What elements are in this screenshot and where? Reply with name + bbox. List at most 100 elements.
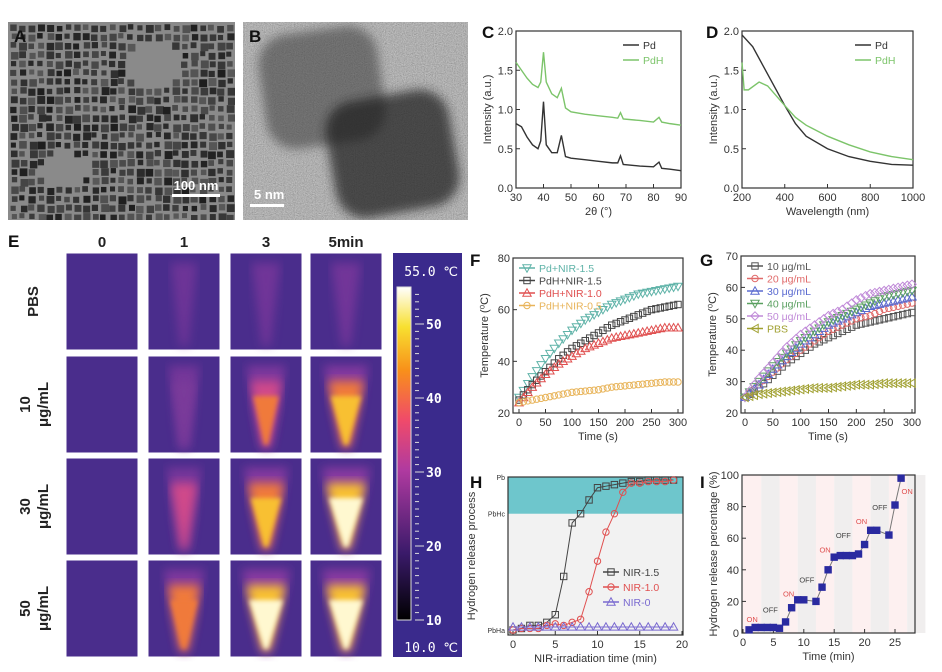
y-tick-label: 80 [498, 253, 510, 265]
thermal-image-cell [147, 252, 221, 351]
nanocube [47, 187, 55, 195]
data-point [507, 621, 519, 631]
nanocube [182, 25, 191, 34]
data-point [592, 621, 603, 631]
nanocube [164, 177, 173, 186]
data-point [616, 318, 625, 326]
nanocube [155, 213, 163, 220]
data-point [749, 323, 759, 334]
nanocube [127, 151, 135, 159]
nanocube [110, 151, 117, 159]
data-point [659, 285, 670, 295]
nanocube [145, 106, 153, 113]
data-point [854, 550, 863, 558]
nanocube [83, 124, 91, 132]
data-point [777, 353, 788, 363]
thermal-image-cell [147, 355, 221, 454]
data-point [897, 378, 907, 389]
nanocube [83, 205, 91, 213]
nanocube [227, 69, 235, 77]
data-point [790, 384, 800, 396]
nanocube [218, 123, 224, 130]
nanocube [119, 123, 128, 131]
nanocube [208, 70, 215, 78]
data-point [781, 385, 791, 397]
chart-panel-f: F 0 50 100 150 200 250 300 20 40 60 80 Time (s) Tempe… [470, 251, 687, 443]
nanocube [163, 106, 171, 115]
panel-label: F [470, 251, 480, 270]
nanocube [191, 87, 199, 95]
nanocube [47, 33, 55, 40]
nanocube [136, 168, 145, 177]
nanocube [65, 60, 72, 67]
nanocube [55, 96, 64, 105]
data-point [647, 305, 656, 314]
nanocube [92, 115, 100, 122]
nanocube [119, 214, 125, 220]
panel-label: D [706, 23, 718, 42]
data-point [609, 621, 620, 631]
x-tick-label: 5 [552, 639, 558, 651]
nanocube [29, 150, 38, 159]
nanocube [10, 142, 16, 148]
x-tick-label: 70 [620, 192, 632, 204]
nanocube [190, 141, 198, 149]
nanocube [218, 52, 226, 60]
thermal-image-cell [65, 559, 139, 658]
nanocube [64, 142, 71, 149]
nanocube [82, 33, 90, 41]
nanocube [209, 115, 215, 121]
data-point [888, 291, 899, 300]
data-point [651, 621, 662, 631]
nanocube [128, 124, 135, 132]
data-point [575, 319, 586, 329]
nanocube [28, 105, 35, 113]
data-point [860, 301, 871, 311]
nanocube [55, 142, 61, 148]
nanocube [19, 151, 25, 157]
nanocube [208, 43, 215, 50]
nanocube [47, 150, 54, 157]
nanocube [65, 24, 72, 30]
legend-label: 40 μg/mL [767, 299, 811, 311]
nanocube [227, 114, 235, 122]
data-point [753, 379, 764, 389]
nanocube [172, 205, 179, 212]
nanocube [209, 61, 216, 68]
legend-label: Pd [875, 40, 888, 52]
nanocube [37, 70, 44, 77]
nanocube [19, 60, 26, 68]
nanocube [181, 213, 188, 219]
nanocube [83, 213, 91, 220]
nanocube [163, 204, 170, 211]
nanocube [172, 150, 179, 156]
nanocube [92, 141, 100, 149]
nanocube [163, 123, 169, 129]
nanocube [101, 42, 108, 48]
nanocube [20, 87, 27, 94]
data-point [589, 339, 600, 349]
data-point [581, 336, 589, 345]
nanocube [145, 168, 154, 177]
nanocube [227, 24, 234, 32]
y-tick-label: 70 [726, 251, 738, 263]
nanocube [100, 195, 109, 204]
data-point [536, 361, 547, 370]
data-point [865, 299, 876, 309]
nanocube [100, 151, 107, 158]
nanocube [83, 97, 90, 103]
data-point [593, 308, 604, 318]
nanocube [92, 177, 100, 185]
data-point [583, 621, 595, 631]
nanocube [101, 168, 109, 176]
nanocube [127, 213, 135, 220]
nanocube [173, 187, 181, 195]
data-point [560, 572, 568, 581]
colorbar: 55.0 ℃ 10.0 ℃ 50 40 30 20 10 [393, 253, 462, 657]
nanocube [56, 186, 63, 193]
nanocube [110, 168, 116, 174]
data-point [568, 388, 576, 397]
nanocube [73, 133, 81, 141]
nanocube [82, 60, 89, 66]
nanocube [91, 25, 98, 33]
